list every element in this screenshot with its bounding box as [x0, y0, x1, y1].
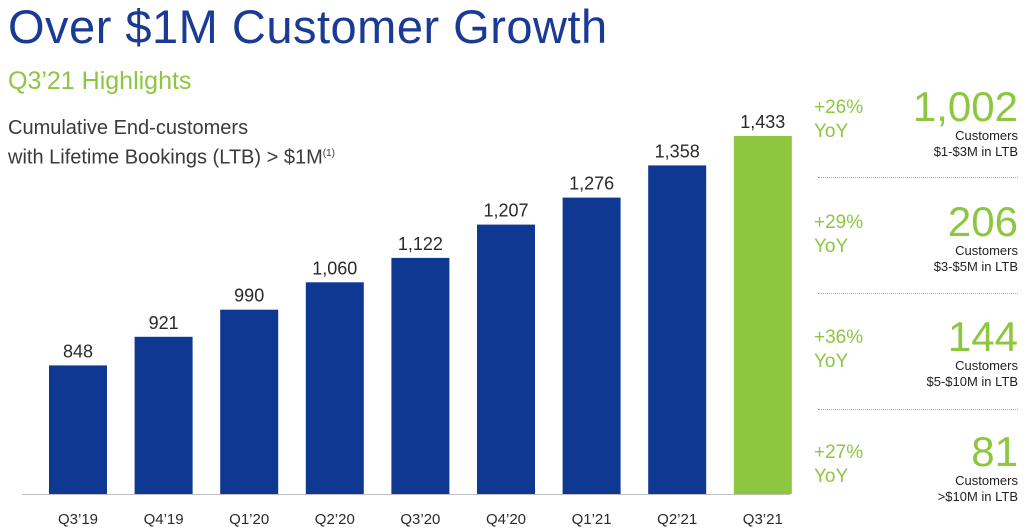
chart-title-line-1: Cumulative End-customers: [8, 117, 249, 139]
data-label-5: 1,122: [398, 234, 443, 254]
stat-divider: [818, 409, 1018, 410]
stat-divider: [818, 177, 1018, 178]
chart-title-line-2: with Lifetime Bookings (LTB) > $1M(1): [8, 141, 335, 171]
bar-9: [733, 136, 792, 494]
data-label-4: 1,060: [312, 258, 357, 278]
stat-range: $1-$3M in LTB: [933, 144, 1018, 159]
data-label-6: 1,207: [483, 201, 528, 221]
data-label-3: 990: [234, 286, 264, 306]
data-label-2: 921: [149, 313, 179, 333]
stat-panel-2: +29% YoY 206 Customers $3-$5M in LTB: [812, 199, 1020, 281]
bar-chart: 848 Q3’19 921 Q4’19 990 Q1’20 1,060 Q2’20 1,122 Q…: [22, 112, 792, 528]
stat-value: 144: [947, 313, 1018, 360]
data-label-9: 1,433: [740, 112, 785, 132]
x-tick-label-5: Q3’20: [400, 511, 440, 528]
chart-title: Cumulative End-customers with Lifetime B…: [8, 116, 335, 171]
stat-divider: [818, 293, 1018, 294]
stat-yoy: YoY: [814, 466, 849, 487]
page-title: Over $1M Customer Growth: [8, 0, 608, 53]
stat-yoy: YoY: [814, 351, 849, 372]
stat-pct: +36%: [814, 327, 864, 348]
stat-value: 81: [971, 428, 1018, 475]
stat-range: >$10M in LTB: [937, 489, 1018, 504]
bar-2: [134, 336, 193, 494]
stat-label: Customers: [955, 358, 1018, 373]
stat-panel-4: +27% YoY 81 Customers >$10M in LTB: [812, 429, 1020, 511]
stat-panel-1: +26% YoY 1,002 Customers $1-$3M in LTB: [812, 84, 1020, 166]
data-label-1: 848: [63, 341, 93, 361]
stat-value: 1,002: [912, 83, 1018, 130]
x-tick-label-7: Q1’21: [572, 511, 612, 528]
x-tick-label-1: Q3’19: [58, 511, 98, 528]
bar-3: [220, 309, 279, 494]
stat-pct: +26%: [814, 97, 864, 118]
stat-label: Customers: [955, 243, 1018, 258]
page-subtitle: Q3’21 Highlights: [8, 67, 192, 95]
stat-range: $3-$5M in LTB: [933, 259, 1018, 274]
x-tick-label-3: Q1’20: [229, 511, 269, 528]
bar-7: [562, 197, 621, 494]
bar-5: [391, 257, 450, 494]
stat-value: 206: [947, 198, 1018, 245]
bar-4: [305, 282, 364, 494]
chart-title-footnote: (1): [322, 148, 335, 159]
x-tick-label-6: Q4’20: [486, 511, 526, 528]
stat-range: $5-$10M in LTB: [926, 374, 1018, 389]
bar-1: [49, 365, 107, 494]
x-tick-label-9: Q3’21: [743, 511, 783, 528]
data-label-8: 1,358: [655, 141, 700, 161]
stat-yoy: YoY: [814, 121, 849, 142]
stat-pct: +29%: [814, 212, 864, 233]
bar-8: [648, 165, 707, 494]
stat-pct: +27%: [814, 442, 864, 463]
data-label-7: 1,276: [569, 174, 614, 194]
x-tick-label-4: Q2’20: [315, 511, 355, 528]
chart-title-line-2-text: with Lifetime Bookings (LTB) > $1M: [8, 146, 323, 169]
stat-label: Customers: [955, 473, 1018, 488]
x-tick-label-2: Q4’19: [144, 511, 184, 528]
stat-yoy: YoY: [814, 236, 849, 257]
x-tick-label-8: Q2’21: [657, 511, 697, 528]
stat-label: Customers: [955, 128, 1018, 143]
stat-panel-3: +36% YoY 144 Customers $5-$10M in LTB: [812, 314, 1020, 396]
bar-6: [477, 224, 535, 494]
